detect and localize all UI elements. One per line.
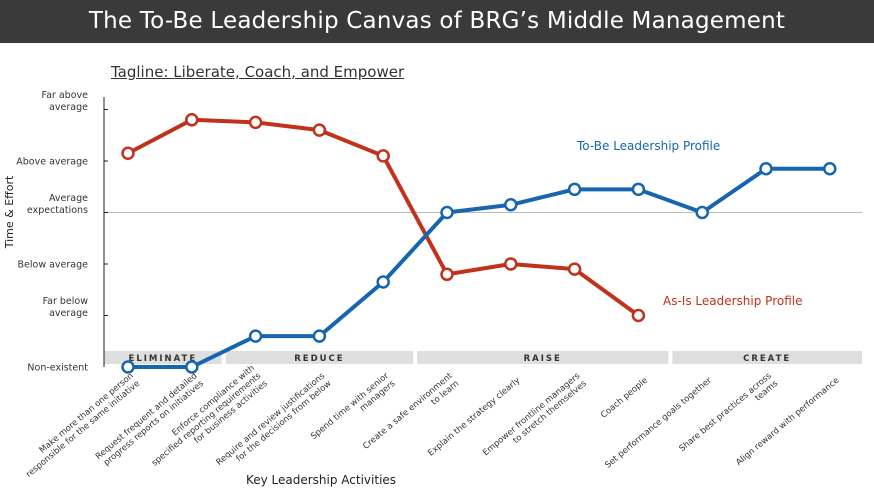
y-tick-label: Above average <box>16 157 88 168</box>
data-point-as-is <box>440 267 454 282</box>
y-tick-label: Non-existent <box>27 363 88 374</box>
data-point-to-be <box>185 360 199 374</box>
x-tick-label: Set performance goals together <box>603 375 714 470</box>
data-point-as-is <box>504 257 518 271</box>
tagline: Tagline: Liberate, Coach, and Empower <box>111 63 405 81</box>
series-line-to-be <box>126 166 832 369</box>
group-label-reduce: REDUCE <box>294 354 344 364</box>
data-point-as-is <box>567 262 582 276</box>
data-point-to-be <box>248 329 263 343</box>
axes <box>103 97 108 367</box>
group-label-eliminate: ELIMINATE <box>129 354 198 364</box>
x-axis-label: Key Leadership Activities <box>246 473 396 487</box>
data-point-as-is <box>312 123 327 137</box>
series-points <box>121 113 837 374</box>
page-title: The To-Be Leadership Canvas of BRG’s Mid… <box>0 0 874 43</box>
series-lines <box>126 117 832 369</box>
data-point-to-be <box>759 161 773 176</box>
data-point-to-be <box>504 198 518 212</box>
data-point-to-be <box>121 360 135 374</box>
data-point-as-is <box>631 308 646 323</box>
group-band-reduce <box>225 351 414 364</box>
y-tick-label: Below average <box>18 260 89 271</box>
data-point-as-is <box>376 149 390 163</box>
data-point-to-be <box>312 329 327 343</box>
group-bands: ELIMINATE REDUCE RAISE CREATE <box>104 351 862 364</box>
x-tick-label: Empower frontline managersto stretch the… <box>481 371 589 466</box>
x-tick-label: Coach people <box>599 376 650 421</box>
data-point-to-be <box>376 275 390 289</box>
y-tick-label: Far above average <box>42 90 89 113</box>
series-label-as-is: As-Is Leadership Profile <box>663 294 802 308</box>
series-label-to-be: To-Be Leadership Profile <box>576 139 720 153</box>
group-label-create: CREATE <box>743 354 791 364</box>
y-axis-label: Time & Effort <box>3 175 16 249</box>
data-point-as-is <box>121 146 135 161</box>
x-tick-label: Share best practices acrossteams <box>678 371 781 462</box>
series-labels: As-Is Leadership Profile To-Be Leadership… <box>576 139 802 308</box>
group-label-raise: RAISE <box>524 354 562 364</box>
data-point-to-be <box>823 161 837 176</box>
x-tick-label: Make more than one personresponsible for… <box>18 371 142 480</box>
y-tick-labels: Non-existent Far below average Below averag… <box>16 90 88 374</box>
group-band-raise <box>417 351 669 364</box>
y-tick-label: Far below average <box>43 296 89 319</box>
data-point-to-be <box>567 182 582 197</box>
data-point-as-is <box>248 115 263 130</box>
data-point-to-be <box>440 205 454 220</box>
data-point-to-be <box>631 182 646 197</box>
data-point-as-is <box>185 113 199 127</box>
group-band-create <box>672 351 862 364</box>
data-point-to-be <box>695 205 709 220</box>
x-tick-labels: Make more than one personresponsible for… <box>18 363 841 480</box>
y-tick-label: Average expectations <box>27 193 88 216</box>
